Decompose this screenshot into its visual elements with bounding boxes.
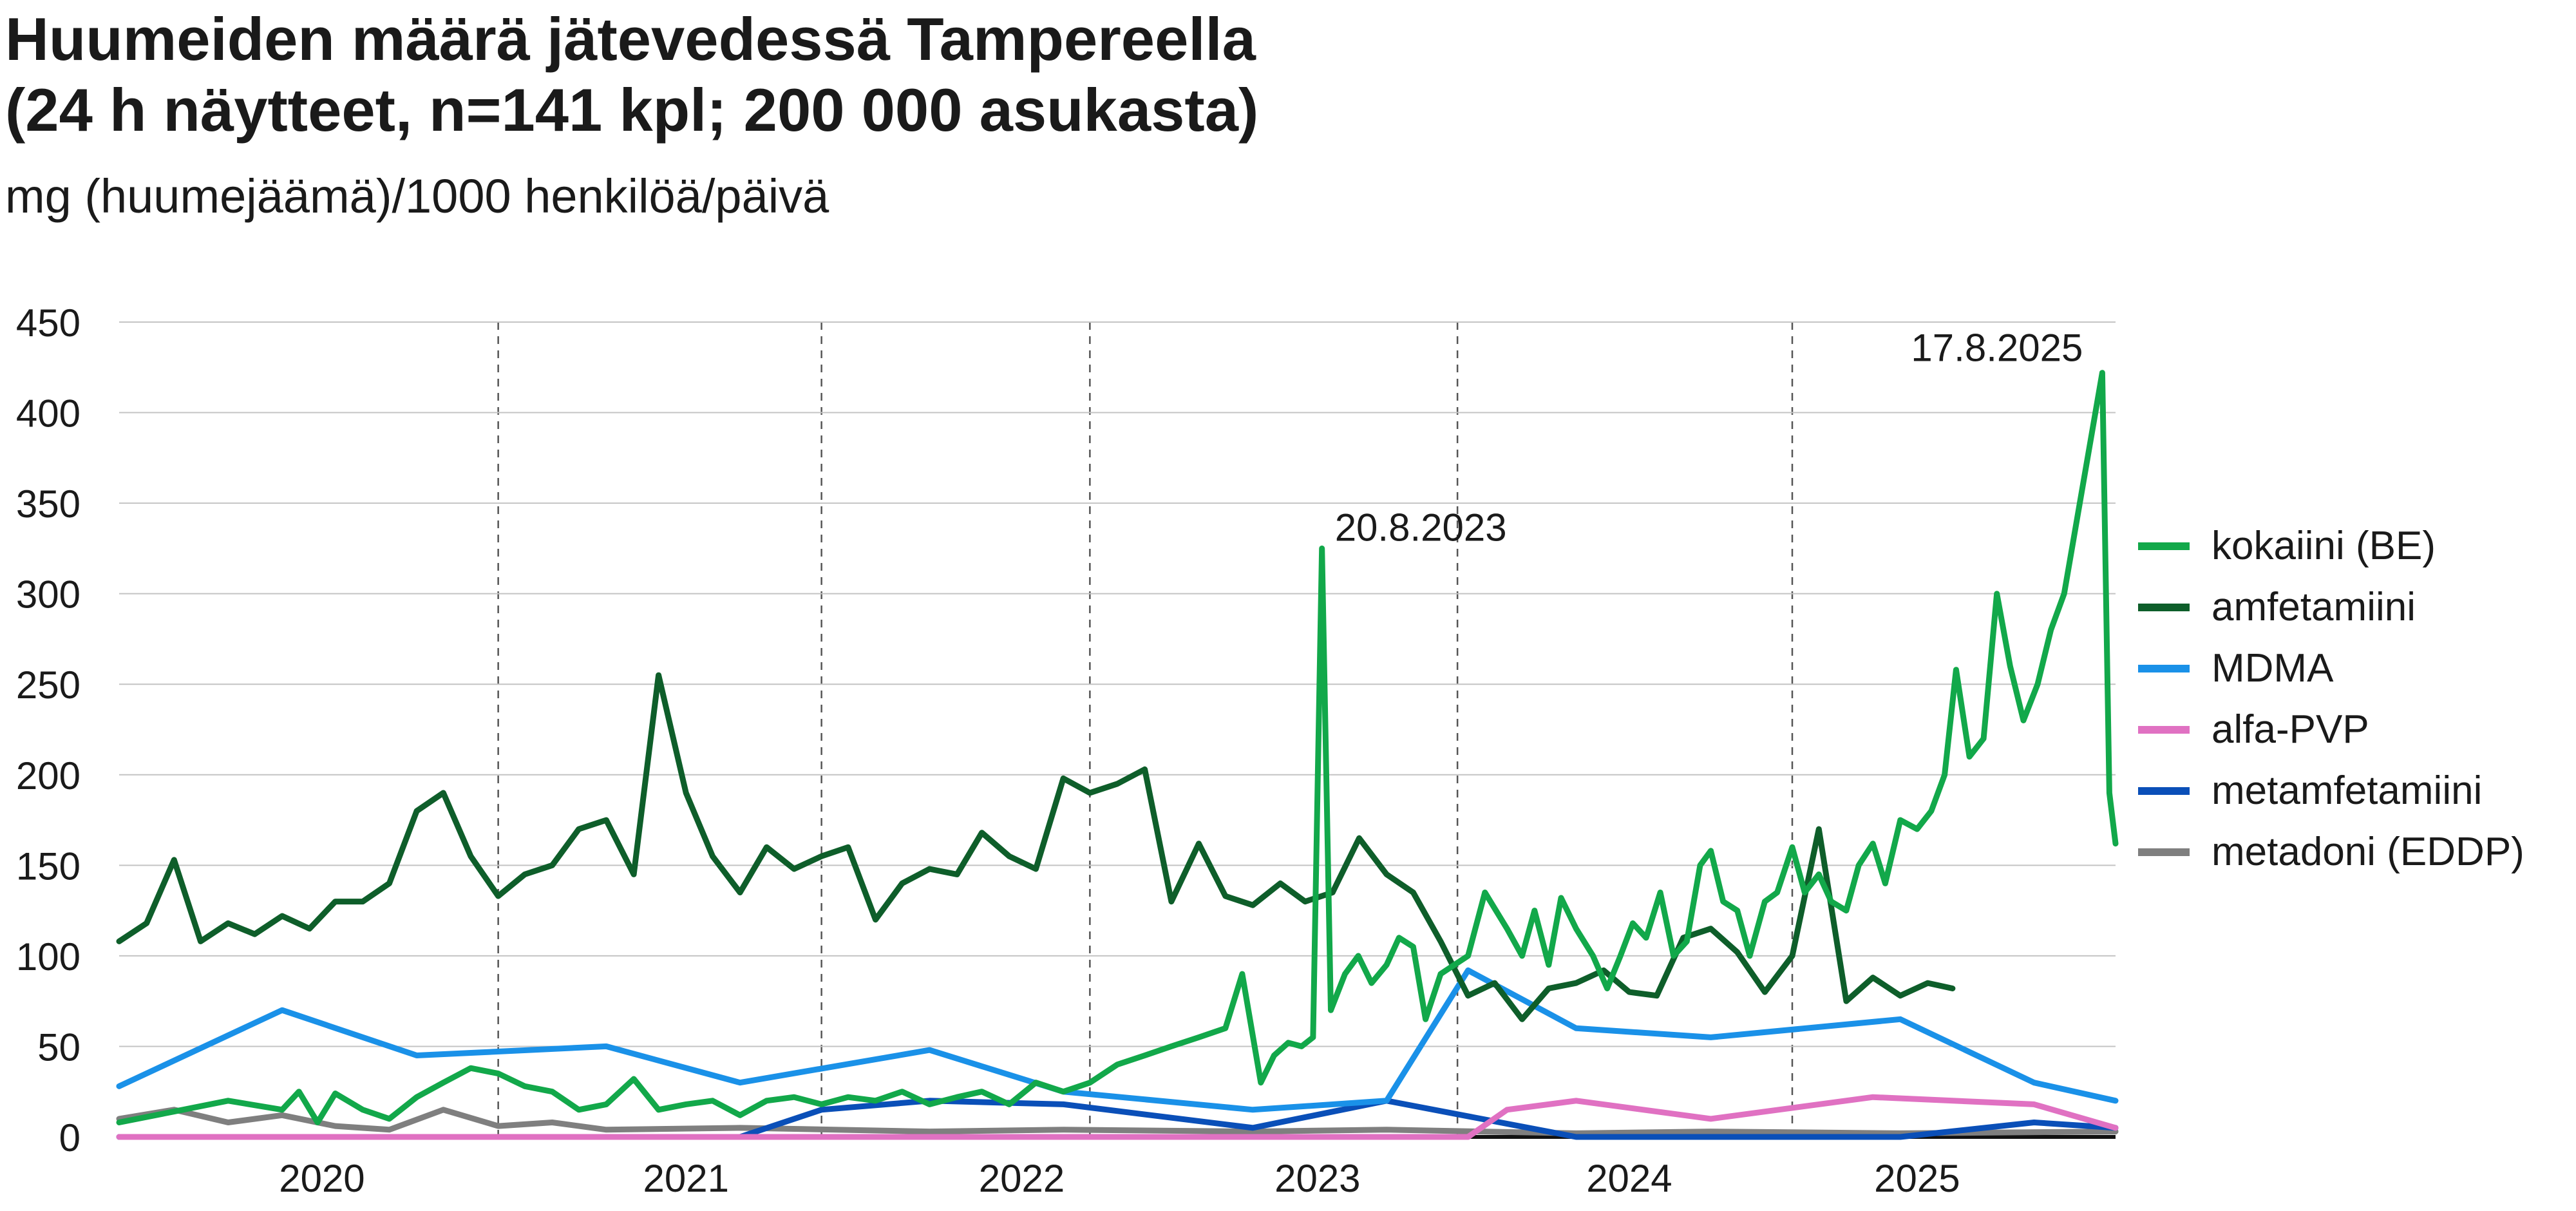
y-tick-label: 350	[16, 482, 80, 526]
series-line-metamfetamiini	[116, 1098, 2119, 1140]
legend-label: MDMA	[2211, 646, 2334, 691]
x-tick-label: 2024	[1586, 1157, 1672, 1200]
chart-title-line-1: Huumeiden määrä jätevedessä Tampereella	[5, 5, 1256, 73]
y-tick-label: 100	[16, 935, 80, 978]
legend: kokaiini (BE) amfetamiini MDMA alfa-PVP meta…	[2138, 515, 2524, 882]
x-tick-label: 2020	[279, 1157, 365, 1200]
axes: 0 50 100 150 200 250 300 350 400 450 2020 2021 2022 2…	[16, 301, 2116, 1200]
chart-title-line-2: (24 h näytteet, n=141 kpl; 200 000 asuka…	[5, 76, 1259, 144]
legend-label: amfetamiini	[2211, 585, 2416, 629]
legend-swatch	[2138, 664, 2190, 672]
legend-item: kokaiini (BE)	[2138, 515, 2524, 577]
legend-item: MDMA	[2138, 638, 2524, 699]
period-dividers	[497, 322, 1794, 1137]
y-tick-label: 0	[59, 1116, 80, 1159]
y-tick-label: 400	[16, 392, 80, 435]
annotation-label: 17.8.2025	[1911, 327, 2083, 370]
series-line-mdma	[116, 967, 2119, 1113]
chart-subtitle: mg (huumejäämä)/1000 henkilöä/päivä	[5, 169, 829, 223]
chart-title: Huumeiden määrä jätevedessä Tampereella …	[5, 4, 1258, 146]
series-line-kokaiini-be-	[116, 370, 2119, 1125]
y-tick-label: 450	[16, 301, 80, 345]
series-line-amfetamiini	[116, 672, 1956, 1022]
series-line-alfa-pvp	[116, 1094, 2119, 1140]
y-tick-label: 300	[16, 573, 80, 616]
legend-label: alfa-PVP	[2211, 707, 2369, 752]
legend-label: metadoni (EDDP)	[2211, 830, 2524, 874]
y-tick-label: 150	[16, 844, 80, 888]
legend-swatch	[2138, 725, 2190, 734]
x-tick-label: 2025	[1874, 1157, 1960, 1200]
legend-item: amfetamiini	[2138, 577, 2524, 638]
y-tick-label: 250	[16, 663, 80, 707]
series-line-metadoni-eddp-	[116, 1107, 2119, 1136]
legend-swatch	[2138, 603, 2190, 611]
series-lines	[116, 370, 2119, 1140]
legend-item: metadoni (EDDP)	[2138, 821, 2524, 882]
legend-label: metamfetamiini	[2211, 768, 2483, 813]
x-tick-label: 2022	[979, 1157, 1065, 1200]
y-tick-label: 200	[16, 754, 80, 797]
legend-swatch	[2138, 542, 2190, 550]
legend-item: alfa-PVP	[2138, 699, 2524, 760]
annotations: 20.8.2023 17.8.2025	[1335, 327, 2083, 549]
legend-item: metamfetamiini	[2138, 760, 2524, 821]
y-tick-label: 50	[37, 1025, 80, 1069]
annotation-label: 20.8.2023	[1335, 506, 1507, 549]
legend-swatch	[2138, 787, 2190, 795]
legend-swatch	[2138, 848, 2190, 856]
x-tick-label: 2023	[1274, 1157, 1360, 1200]
legend-label: kokaiini (BE)	[2211, 524, 2436, 568]
x-tick-label: 2021	[643, 1157, 728, 1200]
